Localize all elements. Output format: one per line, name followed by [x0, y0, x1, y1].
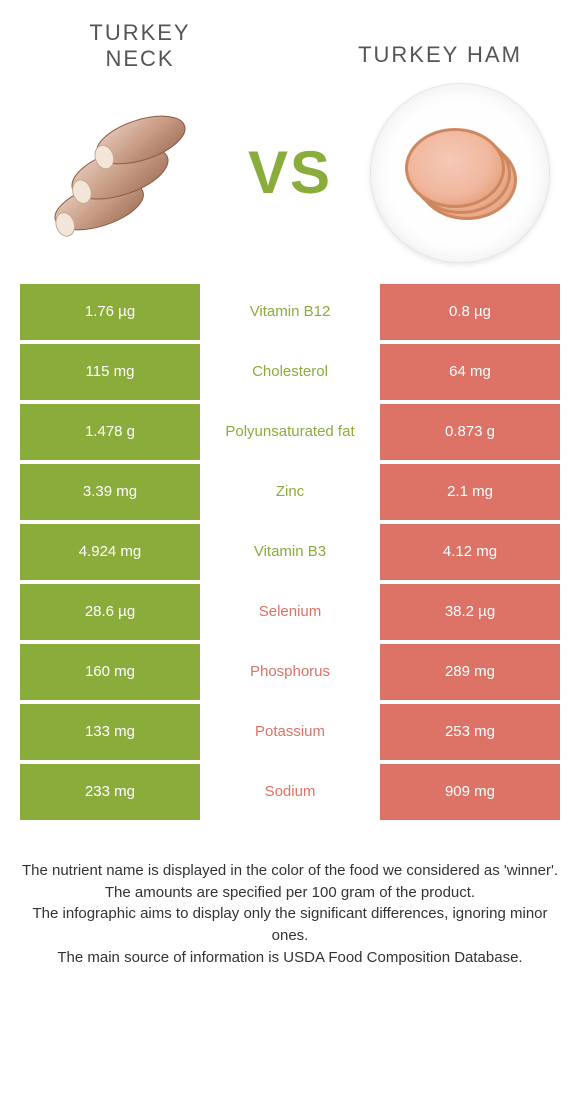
footnote-line: The main source of information is USDA F…	[57, 949, 522, 966]
plate-icon	[370, 83, 550, 263]
comparison-table: 1.76 µg Vitamin B12 0.8 µg 115 mg Choles…	[20, 283, 560, 820]
right-value: 909 mg	[380, 764, 560, 820]
left-food-image	[20, 93, 220, 253]
right-value: 289 mg	[380, 644, 560, 700]
table-row: 4.924 mg Vitamin B3 4.12 mg	[20, 524, 560, 580]
left-title-line1: TURKEY	[89, 20, 190, 45]
nutrient-label: Potassium	[200, 704, 380, 760]
left-value: 1.76 µg	[20, 284, 200, 340]
left-value: 133 mg	[20, 704, 200, 760]
header: TURKEY NECK TURKEY HAM	[0, 0, 580, 83]
table-row: 233 mg Sodium 909 mg	[20, 764, 560, 820]
nutrient-label: Phosphorus	[200, 644, 380, 700]
table-row: 28.6 µg Selenium 38.2 µg	[20, 584, 560, 640]
left-food-title: TURKEY NECK	[30, 20, 250, 73]
left-value: 115 mg	[20, 344, 200, 400]
table-row: 133 mg Potassium 253 mg	[20, 704, 560, 760]
left-value: 160 mg	[20, 644, 200, 700]
table-row: 1.478 g Polyunsaturated fat 0.873 g	[20, 404, 560, 460]
turkey-ham-icon	[405, 128, 515, 218]
right-value: 4.12 mg	[380, 524, 560, 580]
footnote-line: The amounts are specified per 100 gram o…	[105, 884, 475, 901]
nutrient-label: Zinc	[200, 464, 380, 520]
images-row: VS	[0, 83, 580, 283]
right-value: 64 mg	[380, 344, 560, 400]
table-row: 160 mg Phosphorus 289 mg	[20, 644, 560, 700]
nutrient-label: Sodium	[200, 764, 380, 820]
left-value: 233 mg	[20, 764, 200, 820]
turkey-neck-icon	[30, 103, 210, 243]
right-value: 0.8 µg	[380, 284, 560, 340]
left-value: 4.924 mg	[20, 524, 200, 580]
right-value: 253 mg	[380, 704, 560, 760]
left-value: 28.6 µg	[20, 584, 200, 640]
vs-label: VS	[248, 138, 332, 207]
right-value: 2.1 mg	[380, 464, 560, 520]
left-value: 1.478 g	[20, 404, 200, 460]
table-row: 3.39 mg Zinc 2.1 mg	[20, 464, 560, 520]
footnote: The nutrient name is displayed in the co…	[20, 860, 560, 969]
table-row: 1.76 µg Vitamin B12 0.8 µg	[20, 284, 560, 340]
nutrient-label: Selenium	[200, 584, 380, 640]
table-row: 115 mg Cholesterol 64 mg	[20, 344, 560, 400]
right-food-image	[360, 93, 560, 253]
footnote-line: The nutrient name is displayed in the co…	[22, 862, 558, 879]
footnote-line: The infographic aims to display only the…	[33, 905, 548, 944]
left-title-line2: NECK	[105, 46, 174, 71]
right-food-title: TURKEY HAM	[330, 42, 550, 68]
right-value: 38.2 µg	[380, 584, 560, 640]
nutrient-label: Cholesterol	[200, 344, 380, 400]
nutrient-label: Vitamin B3	[200, 524, 380, 580]
right-value: 0.873 g	[380, 404, 560, 460]
nutrient-label: Vitamin B12	[200, 284, 380, 340]
left-value: 3.39 mg	[20, 464, 200, 520]
nutrient-label: Polyunsaturated fat	[200, 404, 380, 460]
